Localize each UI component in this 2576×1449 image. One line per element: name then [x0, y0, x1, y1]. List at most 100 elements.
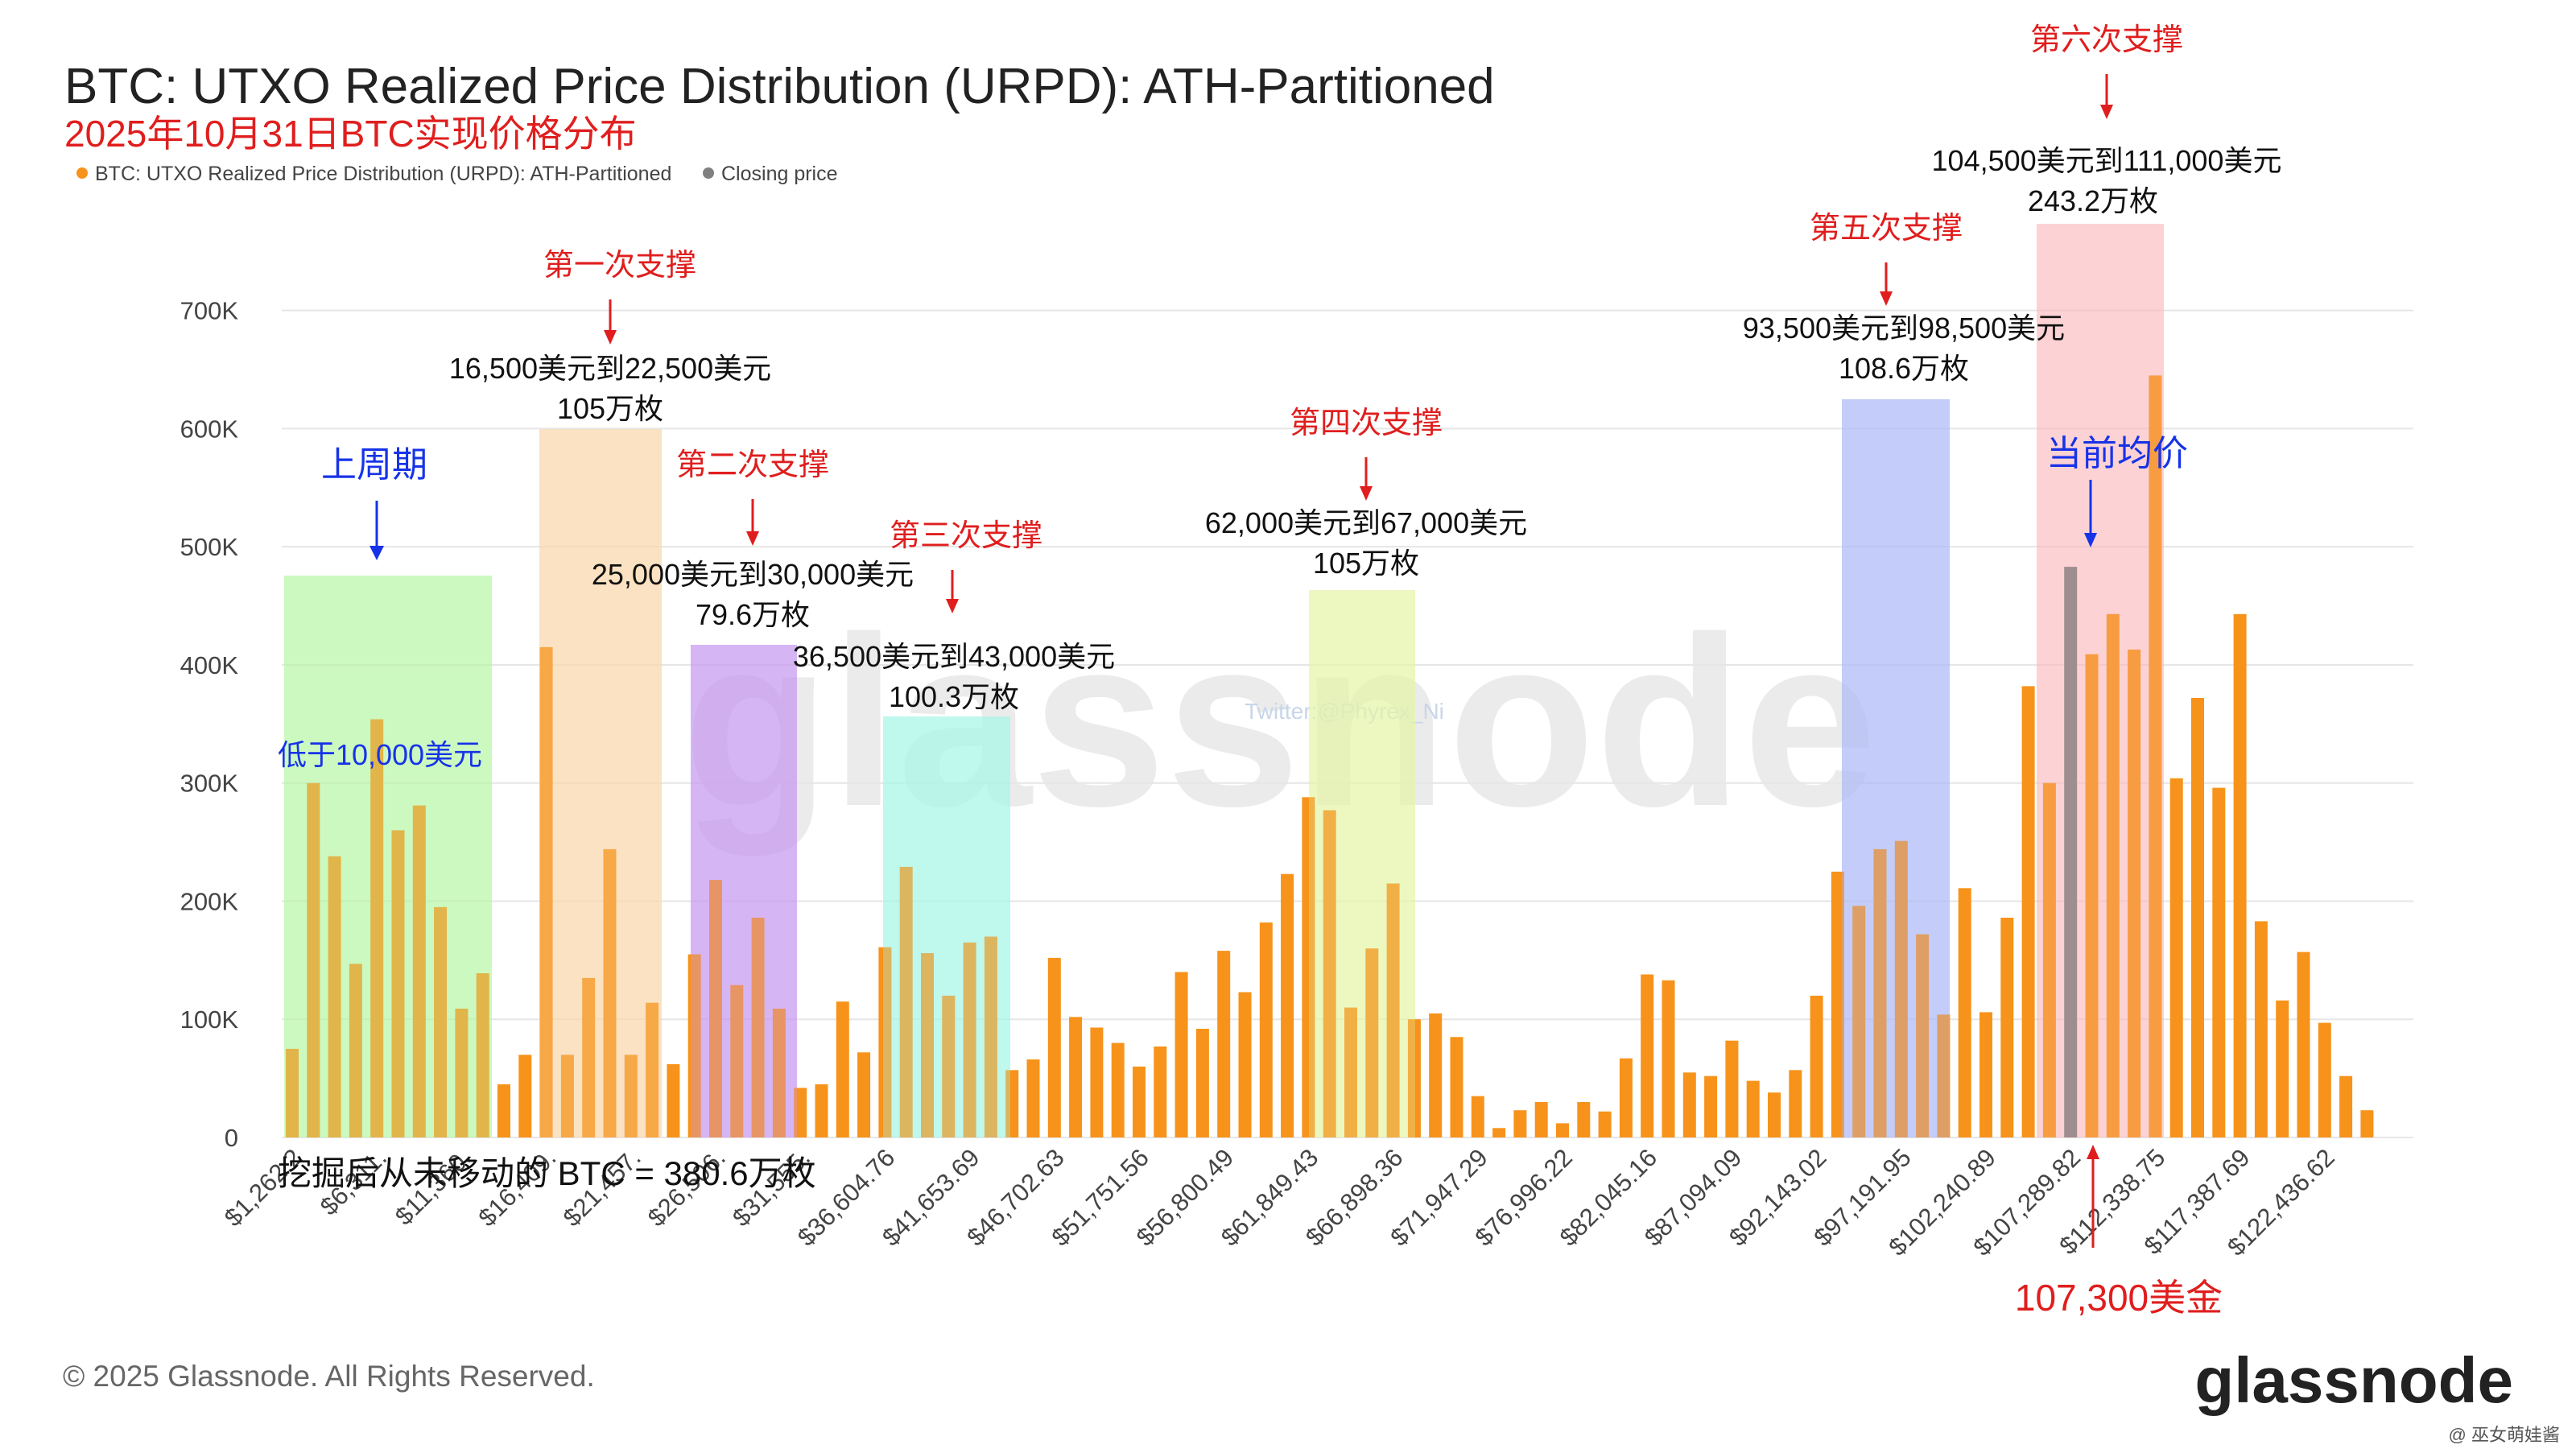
- bar[interactable]: [709, 880, 722, 1137]
- bar[interactable]: [1979, 1012, 1992, 1137]
- bar[interactable]: [667, 1064, 680, 1137]
- bar[interactable]: [582, 977, 596, 1137]
- bar[interactable]: [1111, 1042, 1125, 1137]
- bar[interactable]: [1725, 1040, 1739, 1137]
- bar[interactable]: [1598, 1111, 1612, 1137]
- bar[interactable]: [1873, 848, 1887, 1137]
- bar[interactable]: [1704, 1075, 1718, 1137]
- bar[interactable]: [2339, 1075, 2353, 1137]
- bar[interactable]: [687, 954, 701, 1138]
- bar[interactable]: [2233, 613, 2247, 1137]
- bar[interactable]: [794, 1088, 807, 1137]
- bar[interactable]: [370, 719, 384, 1138]
- bar[interactable]: [2276, 1000, 2289, 1137]
- bar[interactable]: [942, 995, 956, 1137]
- bar[interactable]: [1090, 1027, 1104, 1138]
- bar[interactable]: [815, 1084, 828, 1137]
- bar[interactable]: [984, 936, 997, 1138]
- bar[interactable]: [1534, 1102, 1548, 1137]
- bar[interactable]: [2021, 686, 2035, 1137]
- bar[interactable]: [1746, 1080, 1760, 1137]
- bar[interactable]: [646, 1002, 659, 1137]
- bar[interactable]: [2085, 654, 2099, 1137]
- bar[interactable]: [434, 906, 448, 1137]
- legend-urpd-label[interactable]: BTC: UTXO Realized Price Distribution (U…: [95, 163, 671, 185]
- bar[interactable]: [1577, 1102, 1591, 1137]
- bar[interactable]: [2191, 698, 2204, 1137]
- bar[interactable]: [1407, 1019, 1421, 1137]
- bar[interactable]: [497, 1084, 510, 1137]
- bar[interactable]: [1069, 1017, 1083, 1137]
- bar[interactable]: [1768, 1092, 1781, 1137]
- bar[interactable]: [1450, 1037, 1463, 1137]
- bar[interactable]: [1195, 1029, 1209, 1137]
- bar[interactable]: [1937, 1014, 1951, 1137]
- bar[interactable]: [921, 953, 934, 1137]
- bar[interactable]: [1916, 934, 1930, 1137]
- bar[interactable]: [1471, 1096, 1484, 1137]
- bar[interactable]: [455, 1009, 469, 1137]
- closing-price-bar[interactable]: [2064, 567, 2078, 1137]
- bar[interactable]: [1386, 883, 1400, 1138]
- bar[interactable]: [1810, 995, 1823, 1137]
- bar[interactable]: [1238, 992, 1252, 1138]
- bar[interactable]: [751, 918, 765, 1137]
- bar[interactable]: [539, 646, 553, 1137]
- bar[interactable]: [2212, 787, 2226, 1137]
- bar[interactable]: [1492, 1128, 1506, 1137]
- bar[interactable]: [518, 1055, 532, 1137]
- bar[interactable]: [1005, 1070, 1019, 1137]
- bar[interactable]: [1513, 1110, 1527, 1137]
- bar[interactable]: [1259, 922, 1273, 1137]
- bar[interactable]: [1831, 871, 1844, 1137]
- bar[interactable]: [2318, 1022, 2331, 1137]
- bar[interactable]: [2128, 649, 2141, 1137]
- bar[interactable]: [1619, 1058, 1633, 1137]
- bar[interactable]: [963, 942, 976, 1137]
- bar[interactable]: [1217, 951, 1231, 1137]
- bar[interactable]: [2000, 918, 2014, 1137]
- bar[interactable]: [772, 1009, 786, 1137]
- bar[interactable]: [1302, 797, 1315, 1137]
- bar[interactable]: [307, 782, 320, 1137]
- bar[interactable]: [730, 985, 744, 1137]
- legend-closing-label[interactable]: Closing price: [721, 163, 838, 185]
- bar[interactable]: [1958, 888, 1971, 1137]
- bar[interactable]: [1323, 810, 1336, 1138]
- bar[interactable]: [1556, 1123, 1569, 1137]
- bar[interactable]: [857, 1052, 871, 1137]
- bar[interactable]: [1662, 980, 1675, 1137]
- bar[interactable]: [1852, 906, 1866, 1137]
- bar[interactable]: [1682, 1072, 1696, 1137]
- bar[interactable]: [1174, 972, 1188, 1138]
- bar[interactable]: [1344, 1007, 1357, 1137]
- bar[interactable]: [1133, 1066, 1146, 1137]
- bar[interactable]: [349, 964, 362, 1137]
- bar[interactable]: [560, 1055, 574, 1137]
- bar[interactable]: [878, 947, 892, 1137]
- bar[interactable]: [2169, 778, 2183, 1137]
- bar[interactable]: [1365, 948, 1379, 1137]
- bar[interactable]: [391, 830, 405, 1137]
- bar[interactable]: [2360, 1110, 2374, 1137]
- bar[interactable]: [899, 866, 913, 1137]
- bar[interactable]: [603, 848, 617, 1137]
- bar[interactable]: [1154, 1046, 1167, 1137]
- bar[interactable]: [2106, 613, 2120, 1137]
- bar[interactable]: [412, 805, 426, 1137]
- bar[interactable]: [1894, 840, 1908, 1137]
- bar[interactable]: [1281, 873, 1294, 1137]
- bar[interactable]: [1026, 1059, 1040, 1137]
- bar[interactable]: [476, 973, 489, 1137]
- bar[interactable]: [2297, 952, 2310, 1137]
- bar[interactable]: [2042, 782, 2056, 1137]
- bar[interactable]: [328, 856, 341, 1137]
- bar[interactable]: [1429, 1013, 1443, 1137]
- bar[interactable]: [2149, 375, 2162, 1137]
- bar[interactable]: [624, 1055, 638, 1137]
- bar[interactable]: [1789, 1070, 1802, 1137]
- bar[interactable]: [836, 1001, 849, 1137]
- bar[interactable]: [2254, 921, 2268, 1137]
- bar[interactable]: [286, 1048, 299, 1137]
- bar[interactable]: [1047, 957, 1061, 1137]
